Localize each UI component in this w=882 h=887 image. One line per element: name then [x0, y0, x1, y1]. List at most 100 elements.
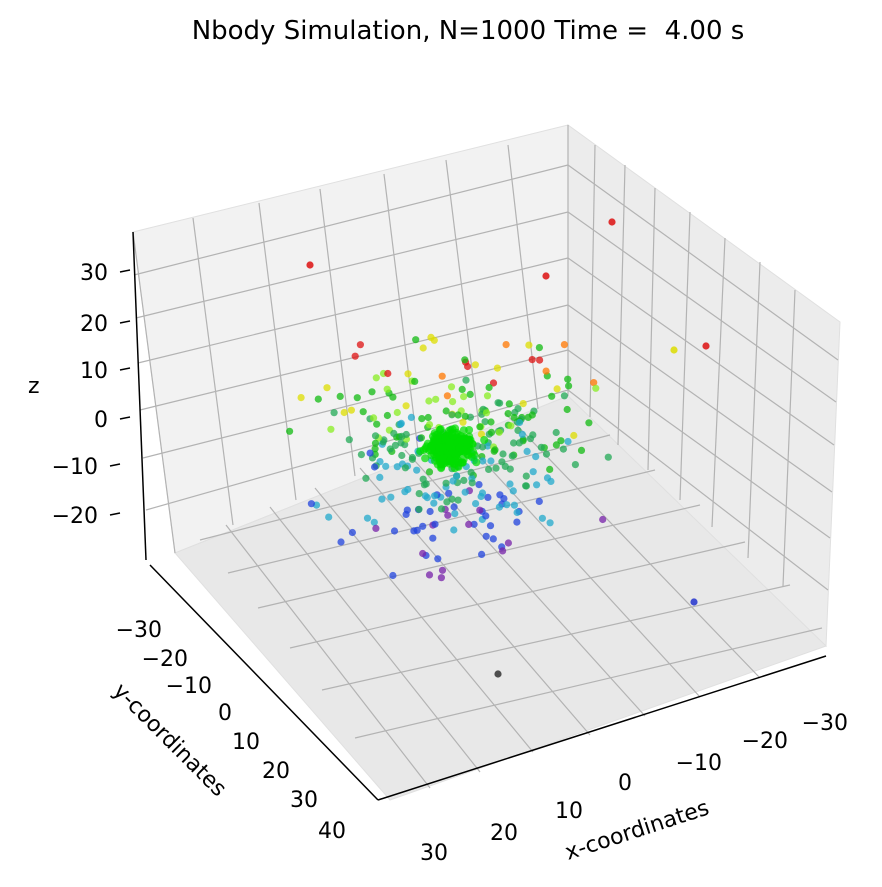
x-tick-label: 10 — [555, 799, 583, 824]
y-tick-label: −10 — [166, 674, 212, 699]
scatter-point — [542, 272, 550, 280]
scatter-point — [431, 520, 439, 528]
z-axis-label: z — [28, 374, 40, 399]
scatter-point — [455, 443, 464, 452]
grid-line — [359, 467, 591, 736]
scatter-point — [446, 456, 455, 465]
scatter-point — [393, 408, 401, 417]
scatter-point — [537, 443, 545, 451]
scatter-point — [471, 361, 479, 369]
x-tick-label: −10 — [676, 751, 722, 776]
scatter-point — [485, 383, 493, 392]
scatter-point — [419, 549, 427, 558]
scatter-point — [570, 431, 578, 440]
scatter-point — [516, 418, 524, 427]
grid-line — [507, 144, 539, 410]
scatter-point — [509, 439, 518, 447]
grid-line — [321, 584, 791, 691]
scatter-point — [522, 482, 530, 490]
scatter-point — [479, 457, 487, 465]
scatter-point — [670, 346, 678, 354]
grid-line — [269, 506, 481, 773]
scatter-point — [411, 377, 419, 385]
scatter-point — [564, 437, 572, 446]
scatter-point — [408, 455, 416, 463]
scatter-point — [509, 487, 517, 495]
scatter-point — [419, 344, 427, 352]
grid-line — [135, 211, 569, 319]
scatter-point — [542, 450, 551, 458]
scatter-point — [460, 393, 468, 401]
scatter-point — [450, 526, 458, 534]
scatter-point — [482, 532, 490, 540]
scatter-point — [499, 450, 507, 458]
x-tick-label: 0 — [618, 771, 632, 796]
scatter-point — [314, 395, 322, 403]
scatter-point — [510, 501, 518, 509]
scatter-point — [458, 385, 466, 393]
scatter-point — [525, 341, 533, 349]
scatter-point — [468, 479, 476, 487]
grid-line — [258, 202, 297, 501]
scatter-point — [514, 405, 522, 413]
scatter-point — [402, 430, 410, 439]
scatter-point — [445, 489, 453, 497]
scatter-point — [378, 495, 386, 503]
scatter-point — [496, 491, 504, 499]
scatter-point — [286, 427, 294, 435]
scatter-point — [330, 409, 338, 417]
scatter-point — [398, 451, 406, 460]
z-tick-mark — [119, 269, 131, 273]
scatter-point — [461, 412, 469, 420]
scatter-point — [442, 479, 450, 487]
scatter-point — [418, 415, 426, 423]
z-tick-label: 10 — [80, 359, 108, 384]
scatter-point — [359, 408, 367, 416]
scatter-point — [427, 333, 435, 341]
scatter-point — [487, 428, 496, 436]
scatter-point — [370, 414, 378, 422]
scatter-point — [419, 522, 427, 530]
z-tick-mark — [109, 512, 121, 516]
scatter-point — [413, 466, 421, 474]
scatter-point — [504, 539, 512, 547]
scatter-point — [337, 538, 345, 546]
scatter-point — [396, 420, 405, 428]
scatter-point — [371, 439, 380, 447]
scatter-point — [535, 497, 543, 505]
scatter-point — [402, 510, 410, 518]
scatter-point — [362, 474, 370, 482]
scatter-point — [489, 535, 497, 543]
scatter-point — [519, 400, 527, 408]
scatter-point — [345, 436, 353, 444]
scatter-point — [390, 429, 398, 437]
scatter-point — [690, 598, 698, 606]
scatter-point — [546, 465, 554, 473]
scatter-point — [458, 458, 467, 467]
scatter-point — [466, 390, 474, 398]
z-tick-mark — [119, 320, 131, 324]
scatter-point — [543, 474, 552, 482]
x-tick-label: 20 — [490, 821, 518, 846]
scatter-point — [432, 395, 440, 403]
scatter-point — [465, 426, 474, 434]
scatter-point — [513, 508, 521, 517]
scatter-point — [505, 400, 513, 408]
y-tick-label: −20 — [142, 647, 188, 672]
scatter-point — [444, 511, 452, 519]
scatter-point — [452, 456, 461, 465]
z-axis-line — [132, 231, 147, 561]
chart-title: Nbody Simulation, N=1000 Time = 4.00 s — [191, 16, 745, 46]
scatter-point — [370, 518, 378, 526]
scatter-point — [391, 441, 399, 449]
scatter-point — [357, 451, 365, 459]
scatter-point — [501, 462, 509, 470]
grid-line — [145, 389, 569, 511]
scatter-point — [571, 461, 580, 469]
y-axis-line — [149, 564, 379, 801]
scatter-point — [599, 515, 607, 524]
scatter-point — [487, 418, 495, 426]
scatter-point — [443, 392, 451, 400]
scatter-point — [506, 480, 514, 488]
